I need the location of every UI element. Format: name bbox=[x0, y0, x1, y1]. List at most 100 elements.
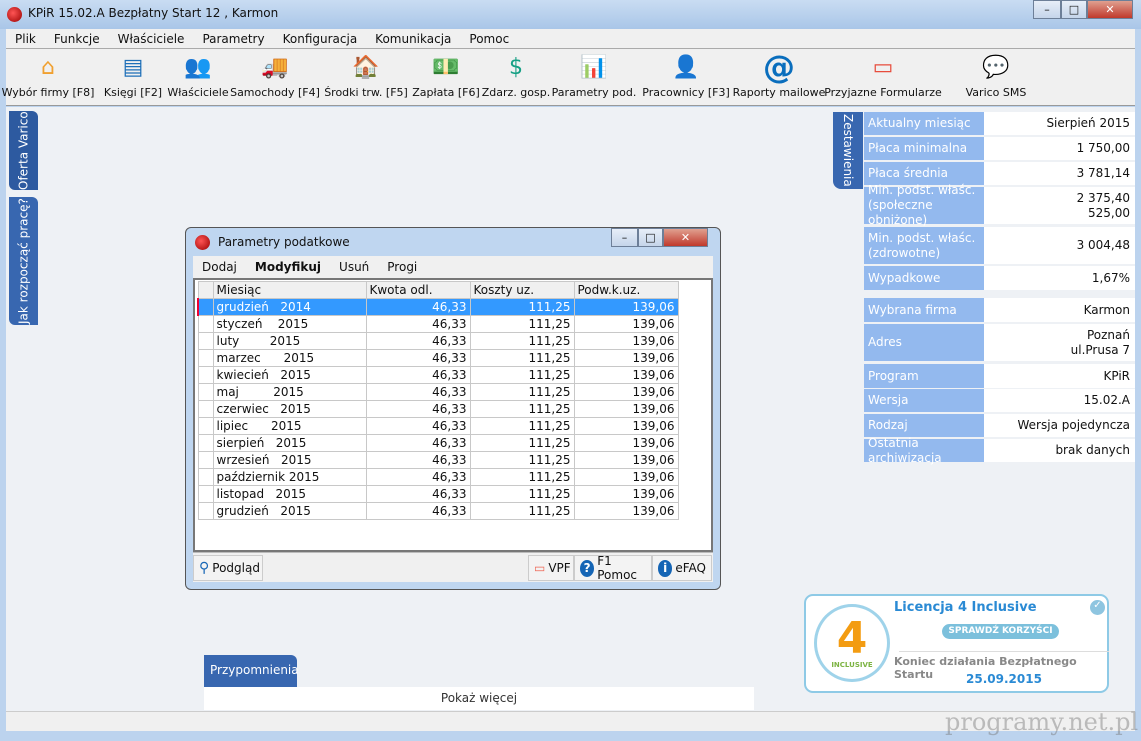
table-row[interactable]: maj 2015 46,33 111,25 139,06 bbox=[197, 383, 679, 401]
menu-1[interactable]: Funkcje bbox=[53, 31, 100, 46]
maximize-button[interactable]: □ bbox=[1061, 0, 1087, 19]
payment-icon: 💵 bbox=[432, 54, 460, 80]
row-indicator bbox=[197, 315, 214, 333]
toolbar-label: Samochody [F4] bbox=[230, 86, 320, 99]
summary-label: Min. podst. właśc. (zdrowotne) bbox=[864, 227, 984, 264]
menu-4[interactable]: Konfiguracja bbox=[282, 31, 358, 46]
toolbar-button-3[interactable]: 🚚 Samochody [F4] bbox=[230, 51, 320, 100]
table-cell: 139,06 bbox=[573, 383, 679, 401]
table-row[interactable]: grudzień 2015 46,33 111,25 139,06 bbox=[197, 502, 679, 520]
dialog-maximize-button[interactable]: □ bbox=[638, 228, 663, 247]
close-button[interactable]: ✕ bbox=[1087, 0, 1133, 19]
table-cell: 46,33 bbox=[365, 383, 471, 401]
column-header[interactable]: Podw.k.uz. bbox=[573, 281, 679, 299]
menu-0[interactable]: Plik bbox=[15, 31, 36, 46]
dialog-menu-1[interactable]: Modyfikuj bbox=[254, 260, 322, 274]
menu-2[interactable]: Właściciele bbox=[117, 31, 185, 46]
table-cell: luty 2015 bbox=[212, 332, 367, 350]
sms-icon: 💬 bbox=[982, 54, 1010, 80]
table-cell: 139,06 bbox=[573, 502, 679, 520]
toolbar-button-4[interactable]: 🏠 Środki trw. [F5] bbox=[324, 51, 408, 100]
column-header[interactable]: Koszty uz. bbox=[469, 281, 575, 299]
toolbar-button-8[interactable]: 👤 Pracownicy [F3] bbox=[642, 51, 729, 100]
table-row[interactable]: wrzesień 2015 46,33 111,25 139,06 bbox=[197, 451, 679, 469]
summary-label: Aktualny miesiąc bbox=[864, 112, 984, 135]
check-benefits-button[interactable]: SPRAWDŹ KORZYŚCI bbox=[942, 624, 1059, 639]
table-cell: 139,06 bbox=[573, 298, 679, 316]
table-row[interactable]: kwiecień 2015 46,33 111,25 139,06 bbox=[197, 366, 679, 384]
dialog-menu-2[interactable]: Usuń bbox=[339, 260, 370, 274]
table-cell: 111,25 bbox=[469, 485, 575, 503]
table-cell: grudzień 2015 bbox=[212, 502, 367, 520]
toolbar-label: Varico SMS bbox=[965, 86, 1027, 99]
toolbar-label: Zapłata [F6] bbox=[412, 86, 480, 99]
table-row[interactable]: sierpień 2015 46,33 111,25 139,06 bbox=[197, 434, 679, 452]
table-cell: 111,25 bbox=[469, 502, 575, 520]
tab-zestawienia[interactable]: Zestawienia bbox=[833, 112, 863, 189]
table-cell: 111,25 bbox=[469, 383, 575, 401]
toolbar-button-5[interactable]: 💵 Zapłata [F6] bbox=[412, 51, 480, 100]
table-row[interactable]: grudzień 2014 46,33 111,25 139,06 bbox=[197, 298, 679, 316]
table-row[interactable]: listopad 2015 46,33 111,25 139,06 bbox=[197, 485, 679, 503]
column-header[interactable]: Kwota odl. bbox=[365, 281, 471, 299]
row-indicator bbox=[197, 451, 214, 469]
row-indicator bbox=[197, 349, 214, 367]
summary-row: Wersja 15.02.A bbox=[864, 389, 1135, 412]
menu-5[interactable]: Komunikacja bbox=[375, 31, 452, 46]
toolbar-label: Zdarz. gosp. bbox=[481, 86, 551, 99]
table-cell: sierpień 2015 bbox=[212, 434, 367, 452]
menu-3[interactable]: Parametry bbox=[202, 31, 265, 46]
column-header[interactable]: Miesiąc bbox=[212, 281, 367, 299]
table-cell: 46,33 bbox=[365, 349, 471, 367]
row-indicator bbox=[197, 502, 214, 520]
table-cell: 46,33 bbox=[365, 298, 471, 316]
summary-row: Wybrana firma Karmon bbox=[864, 298, 1135, 322]
table-row[interactable]: marzec 2015 46,33 111,25 139,06 bbox=[197, 349, 679, 367]
vpf-button[interactable]: ▭ VPF bbox=[528, 555, 574, 581]
table-cell: lipiec 2015 bbox=[212, 417, 367, 435]
toolbar-button-11[interactable]: 💬 Varico SMS bbox=[965, 51, 1027, 100]
tab-jak-rozpoczac[interactable]: Jak rozpocząć pracę? bbox=[9, 197, 38, 325]
license-title: Licencja 4 Inclusive bbox=[894, 600, 1037, 615]
table-cell: 139,06 bbox=[573, 315, 679, 333]
fixed-assets-icon: 🏠 bbox=[352, 54, 380, 80]
dialog-menu: Dodaj Modyfikuj Usuń Progi bbox=[193, 256, 713, 278]
dialog-menu-0[interactable]: Dodaj bbox=[202, 260, 237, 274]
help-button[interactable]: ? F1 Pomoc bbox=[574, 554, 652, 582]
toolbar-button-6[interactable]: $ Zdarz. gosp. bbox=[481, 51, 551, 100]
dialog-menu-3[interactable]: Progi bbox=[387, 260, 418, 274]
table-row[interactable]: luty 2015 46,33 111,25 139,06 bbox=[197, 332, 679, 350]
table-row[interactable]: czerwiec 2015 46,33 111,25 139,06 bbox=[197, 400, 679, 418]
summary-value: 1,67% bbox=[984, 266, 1135, 290]
toolbar-button-10[interactable]: ▭ Przyjazne Formularze bbox=[824, 51, 942, 100]
toolbar-button-0[interactable]: ⌂ Wybór firmy [F8] bbox=[2, 51, 95, 100]
toolbar-button-1[interactable]: ▤ Księgi [F2] bbox=[104, 51, 162, 100]
menu-bar: Plik Funkcje Właściciele Parametry Konfigura… bbox=[6, 29, 1135, 49]
dialog-parametry-podatkowe: Parametry podatkowe – □ ✕ Dodaj Modyfikuj… bbox=[185, 227, 721, 590]
row-indicator bbox=[197, 400, 214, 418]
toolbar-button-7[interactable]: 📊 Parametry pod. bbox=[552, 51, 637, 100]
menu-6[interactable]: Pomoc bbox=[469, 31, 510, 46]
table-cell: 111,25 bbox=[469, 468, 575, 486]
toolbar-button-2[interactable]: 👥 Właściciele bbox=[167, 51, 228, 100]
summary-value: Karmon bbox=[984, 298, 1135, 322]
dialog-minimize-button[interactable]: – bbox=[611, 228, 638, 247]
tab-oferta-varico[interactable]: Oferta Varico bbox=[9, 111, 38, 190]
row-indicator bbox=[197, 417, 214, 435]
table-row[interactable]: październik 2015 46,33 111,25 139,06 bbox=[197, 468, 679, 486]
table-row[interactable]: lipiec 2015 46,33 111,25 139,06 bbox=[197, 417, 679, 435]
show-more-link[interactable]: Pokaż więcej bbox=[204, 687, 754, 710]
dialog-close-button[interactable]: ✕ bbox=[663, 228, 708, 247]
license-banner[interactable]: 4 INCLUSIVE Licencja 4 Inclusive ✓ SPRAW… bbox=[804, 594, 1109, 693]
table-cell: 46,33 bbox=[365, 434, 471, 452]
table-row[interactable]: styczeń 2015 46,33 111,25 139,06 bbox=[197, 315, 679, 333]
summary-label: Adres bbox=[864, 324, 984, 361]
efaq-button[interactable]: i eFAQ bbox=[652, 555, 712, 581]
table-cell: kwiecień 2015 bbox=[212, 366, 367, 384]
dialog-icon bbox=[195, 235, 210, 250]
toolbar-button-9[interactable]: @ Raporty mailowe bbox=[732, 48, 826, 99]
minimize-button[interactable]: – bbox=[1033, 0, 1061, 19]
tab-przypomnienia[interactable]: Przypomnienia bbox=[204, 655, 299, 687]
preview-button[interactable]: ⚲ Podgląd bbox=[193, 555, 263, 581]
toolbar-label: Raporty mailowe bbox=[732, 86, 826, 99]
